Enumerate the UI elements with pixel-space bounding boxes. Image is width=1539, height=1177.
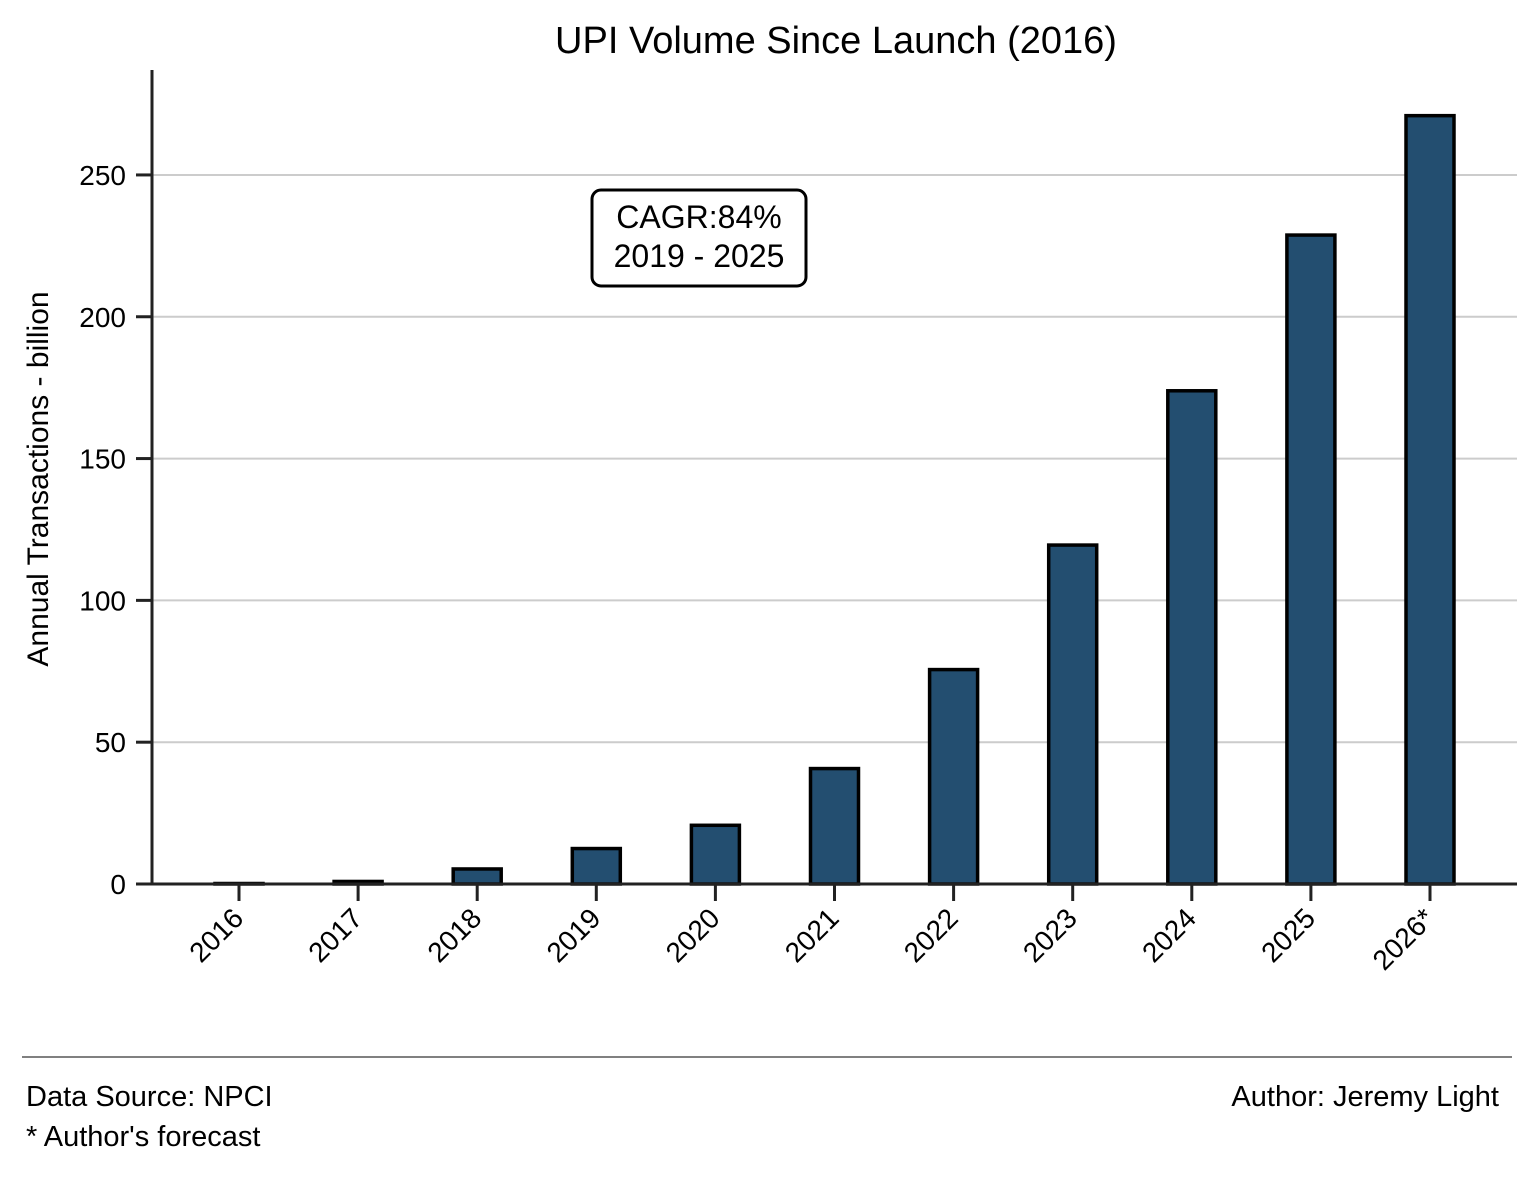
y-tick-label: 100: [79, 585, 126, 616]
footer-left: Data Source: NPCI * Author's forecast: [26, 1077, 273, 1157]
author-credit: Author: Jeremy Light: [1231, 1081, 1499, 1113]
y-axis-label: Annual Transactions - billion: [22, 291, 55, 666]
y-tick-label: 250: [79, 160, 126, 191]
annotation-line-1: CAGR:84%: [616, 199, 781, 235]
y-tick-label: 200: [79, 302, 126, 333]
y-tick-label: 50: [95, 727, 126, 758]
y-tick-label: 150: [79, 444, 126, 475]
x-tick-label: 2020: [660, 902, 726, 968]
bar-2022: [927, 667, 980, 886]
bar-2019: [570, 846, 623, 886]
bar-2018: [451, 867, 503, 886]
y-tick-label: 0: [110, 869, 126, 900]
bar-2025: [1285, 233, 1337, 886]
data-source: Data Source: NPCI: [26, 1081, 273, 1113]
chart-title: UPI Volume Since Launch (2016): [555, 20, 1117, 62]
x-tick-label: 2019: [541, 902, 607, 968]
x-tick-label: 2024: [1136, 902, 1202, 968]
footer-divider: [22, 1056, 1512, 1058]
bar-2021: [808, 766, 861, 886]
x-tick-label: 2026*: [1367, 902, 1441, 976]
y-axis-ticks: 0 50 100 150 200 250: [79, 160, 152, 900]
x-tick-label: 2018: [421, 902, 487, 968]
x-tick-label: 2017: [302, 902, 368, 968]
x-tick-label: 2016: [183, 902, 249, 968]
annotation-line-2: 2019 - 2025: [614, 238, 785, 274]
cagr-annotation: CAGR:84% 2019 - 2025: [590, 188, 808, 288]
bar-series: [213, 113, 1456, 886]
bar-2026: [1404, 113, 1456, 886]
forecast-note: * Author's forecast: [26, 1121, 261, 1153]
bar-2023: [1046, 543, 1099, 886]
x-tick-label: 2021: [779, 902, 845, 968]
x-tick-label: 2025: [1255, 902, 1321, 968]
bar-2020: [689, 823, 742, 886]
x-tick-label: 2023: [1017, 902, 1083, 968]
x-tick-label: 2022: [898, 902, 964, 968]
bar-2024: [1166, 389, 1218, 886]
annotation-box: [590, 188, 808, 288]
x-axis-ticks: 2016 2017 2018 2019 2020 2021 2022 2023 2024 2025…: [183, 884, 1440, 976]
